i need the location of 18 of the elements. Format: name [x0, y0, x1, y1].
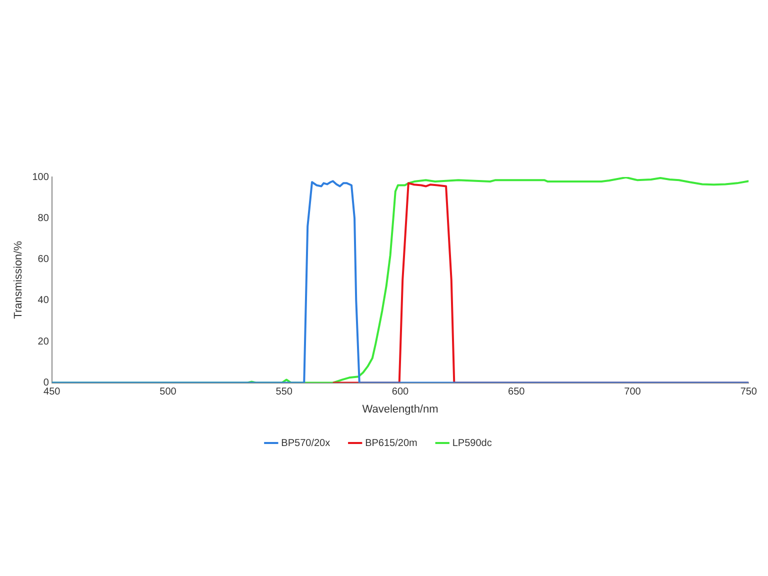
x-tick-label: 600 [392, 386, 410, 398]
y-axis-title: Transmission/% [12, 240, 25, 319]
legend-label: BP570/20x [281, 438, 330, 449]
y-tick-label: 100 [32, 172, 50, 183]
x-tick-label: 700 [624, 386, 642, 398]
x-tick-label: 650 [508, 386, 526, 398]
x-tick-label: 550 [276, 386, 293, 398]
y-tick-label: 60 [38, 254, 50, 266]
y-tick-label: 40 [38, 295, 50, 306]
y-tick-label: 0 [43, 378, 50, 389]
legend-label: BP615/20m [365, 438, 418, 449]
x-tick-label: 750 [740, 386, 758, 398]
x-tick-label: 500 [160, 386, 177, 398]
legend-label: LP590dc [452, 438, 492, 449]
x-axis-title: Wavelength/nm [362, 403, 438, 416]
y-tick-label: 80 [38, 212, 50, 224]
y-tick-label: 20 [38, 336, 50, 348]
x-tick-label: 450 [44, 386, 61, 398]
